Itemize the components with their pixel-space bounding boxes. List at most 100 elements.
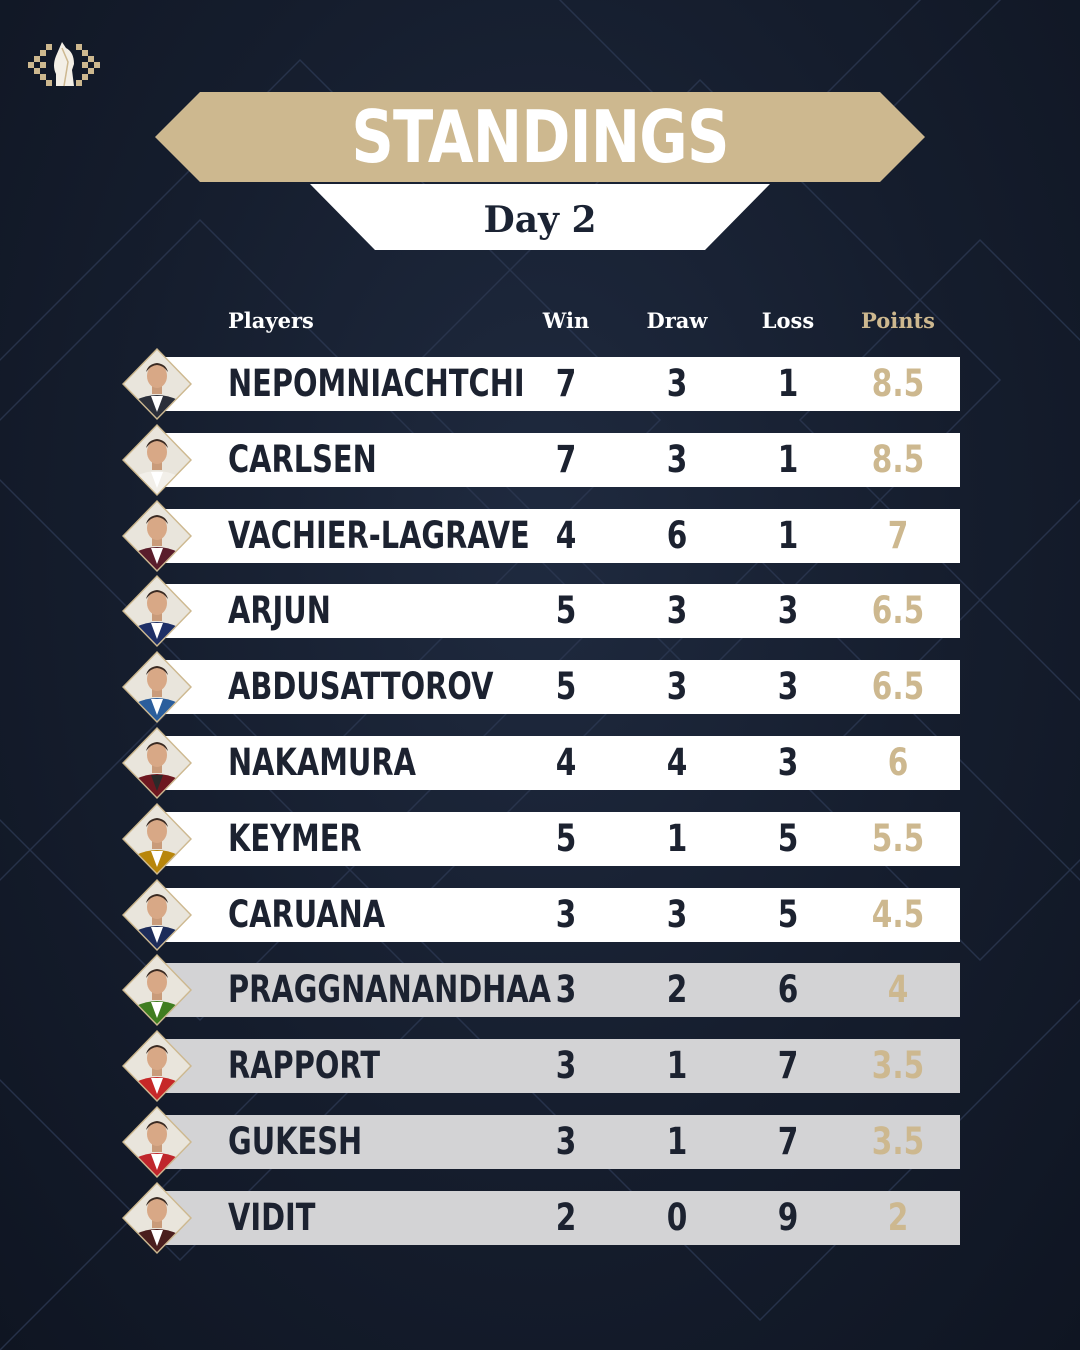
player-avatar	[122, 878, 192, 951]
draw-value: 0	[666, 1195, 688, 1239]
player-avatar	[122, 575, 192, 648]
row-background	[160, 811, 960, 866]
points-value: 8.5	[871, 437, 925, 481]
win-value: 7	[555, 362, 577, 405]
win-value: 3	[555, 968, 577, 1012]
row-background	[160, 1190, 960, 1245]
player-avatar	[122, 423, 192, 496]
win-value: 3	[555, 1120, 577, 1163]
player-avatar	[122, 1030, 192, 1103]
draw-value: 2	[666, 968, 688, 1012]
win-value: 4	[555, 741, 577, 784]
points-value: 7	[887, 513, 909, 557]
points-value: 3.5	[871, 1044, 925, 1088]
row-background	[160, 1115, 960, 1169]
win-value: 5	[555, 589, 577, 633]
win-value: 3	[555, 892, 577, 936]
loss-value: 3	[777, 741, 799, 784]
table-row: ABDUSATTOROV 5 3 3 6.5	[0, 649, 1080, 725]
knight-chessboard-logo	[28, 42, 100, 87]
player-avatar	[122, 1181, 192, 1254]
draw-value: 6	[666, 513, 688, 557]
player-avatar	[122, 348, 192, 420]
loss-value: 7	[777, 1120, 799, 1163]
table-row: NEPOMNIACHTCHI 7 3 1 8.5	[0, 346, 1080, 422]
player-name: VACHIER-LAGRAVE	[228, 513, 530, 557]
table-row: KEYMER 5 1 5 5.5	[0, 801, 1080, 877]
draw-value: 1	[666, 816, 688, 860]
player-avatar	[122, 651, 192, 724]
loss-value: 7	[777, 1044, 799, 1088]
player-name: PRAGGNANANDHAA	[228, 968, 552, 1012]
column-header-draw: Draw	[646, 308, 708, 333]
player-name: GUKESH	[228, 1120, 363, 1163]
row-background	[160, 736, 960, 790]
player-name: CARUANA	[228, 892, 386, 936]
loss-value: 3	[777, 589, 799, 633]
points-value: 6.5	[871, 665, 925, 709]
player-name: KEYMER	[228, 816, 362, 860]
win-value: 3	[555, 1044, 577, 1088]
loss-value: 5	[777, 816, 799, 860]
row-background	[160, 660, 960, 715]
column-header-loss: Loss	[761, 308, 815, 333]
win-value: 5	[555, 816, 577, 860]
loss-value: 9	[777, 1195, 799, 1239]
loss-value: 5	[777, 892, 799, 936]
row-background	[160, 432, 960, 487]
draw-value: 4	[666, 741, 688, 784]
loss-value: 1	[777, 513, 799, 557]
row-background	[160, 357, 960, 411]
table-row: RAPPORT 3 1 7 3.5	[0, 1028, 1080, 1104]
draw-value: 1	[666, 1044, 688, 1088]
row-background	[160, 1039, 960, 1094]
win-value: 7	[555, 437, 577, 481]
page-title: STANDINGS	[351, 95, 729, 179]
loss-value: 3	[777, 665, 799, 709]
win-value: 5	[555, 665, 577, 709]
table-row: PRAGGNANANDHAA 3 2 6 4	[0, 952, 1080, 1028]
points-value: 4	[887, 968, 909, 1012]
row-background	[160, 963, 960, 1018]
row-background	[160, 887, 960, 942]
points-value: 2	[887, 1195, 909, 1239]
table-row: GUKESH 3 1 7 3.5	[0, 1104, 1080, 1180]
column-header-points: Points	[860, 308, 935, 333]
points-value: 4.5	[871, 892, 925, 936]
player-avatar	[122, 499, 192, 572]
loss-value: 1	[777, 362, 799, 405]
draw-value: 3	[666, 362, 688, 405]
player-name: ARJUN	[228, 589, 331, 633]
player-name: NEPOMNIACHTCHI	[228, 362, 525, 405]
table-row: VIDIT 2 0 9 2	[0, 1180, 1080, 1256]
draw-value: 1	[666, 1120, 688, 1163]
player-avatar	[122, 727, 192, 799]
page-subtitle: Day 2	[483, 199, 597, 241]
player-avatar	[122, 1106, 192, 1178]
draw-value: 3	[666, 589, 688, 633]
win-value: 2	[555, 1195, 577, 1239]
player-avatar	[122, 802, 192, 875]
draw-value: 3	[666, 437, 688, 481]
player-name: ABDUSATTOROV	[228, 665, 494, 709]
table-row: CARLSEN 7 3 1 8.5	[0, 422, 1080, 498]
title-banner	[155, 92, 925, 250]
points-value: 8.5	[871, 362, 925, 405]
row-background	[160, 508, 960, 563]
draw-value: 3	[666, 665, 688, 709]
points-value: 5.5	[871, 816, 925, 860]
loss-value: 1	[777, 437, 799, 481]
table-row: CARUANA 3 3 5 4.5	[0, 877, 1080, 953]
draw-value: 3	[666, 892, 688, 936]
player-avatar	[122, 954, 192, 1027]
loss-value: 6	[777, 968, 799, 1012]
player-name: VIDIT	[228, 1195, 316, 1239]
column-header-players: Players	[228, 308, 314, 333]
column-header-win: Win	[542, 308, 590, 333]
points-value: 6.5	[871, 589, 925, 633]
player-name: CARLSEN	[228, 437, 377, 481]
table-row: ARJUN 5 3 3 6.5	[0, 573, 1080, 649]
table-row: VACHIER-LAGRAVE 4 6 1 7	[0, 498, 1080, 574]
player-name: RAPPORT	[228, 1044, 381, 1088]
